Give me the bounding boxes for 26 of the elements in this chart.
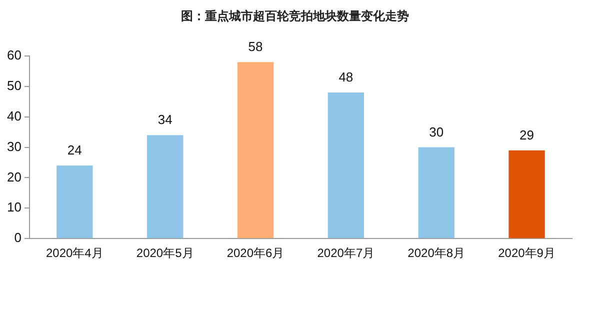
y-tick-label: 10 [6, 200, 22, 215]
y-tick-label: 20 [6, 169, 22, 184]
bar [418, 147, 454, 238]
data-label: 48 [338, 70, 354, 85]
bar [237, 62, 274, 238]
y-tick-label: 0 [14, 230, 22, 246]
chart-title: 图：重点城市超百轮竞拍地块数量变化走势 [180, 8, 410, 25]
x-tick-label: 2020年5月 [136, 246, 194, 260]
bar [147, 135, 184, 238]
y-tick-label: 30 [6, 138, 22, 154]
y-tick-label: 50 [6, 78, 22, 94]
x-tick-label: 2020年8月 [408, 246, 466, 260]
data-label: 29 [520, 127, 534, 142]
bar [508, 150, 545, 238]
x-tick-label: 2020年4月 [46, 246, 104, 260]
y-tick-label: 60 [6, 48, 22, 63]
x-tick-label: 2020年7月 [317, 246, 375, 260]
x-tick-label: 2020年6月 [226, 246, 284, 260]
data-label: 58 [248, 39, 263, 54]
data-label: 30 [429, 124, 444, 140]
data-label: 24 [67, 142, 82, 158]
bar [56, 166, 93, 238]
x-tick-label: 2020年9月 [498, 246, 556, 260]
y-tick-label: 40 [6, 108, 22, 124]
data-label: 34 [158, 112, 172, 128]
bar [328, 92, 364, 238]
